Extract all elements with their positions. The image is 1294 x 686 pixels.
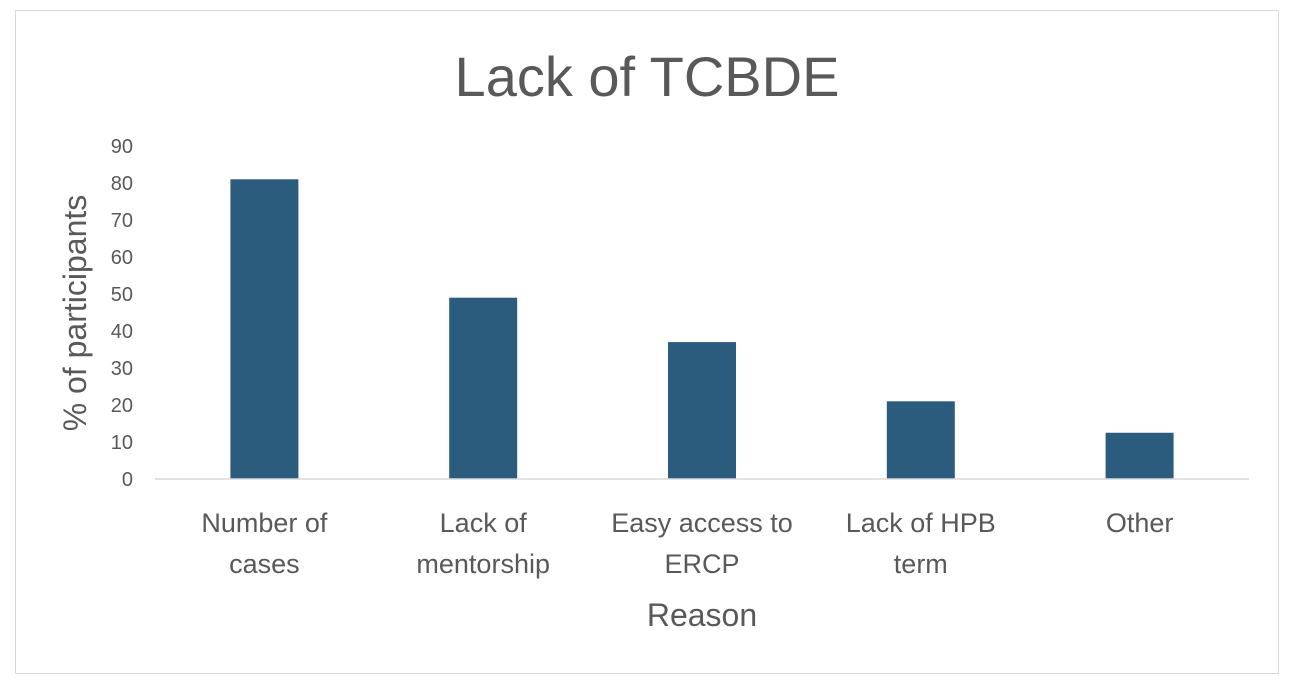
y-axis-title: % of participants <box>57 195 93 432</box>
bars <box>230 179 1174 480</box>
bar <box>449 297 518 479</box>
bar <box>668 342 736 479</box>
y-tick-label: 90 <box>111 136 133 158</box>
x-axis-title: Reason <box>647 597 757 633</box>
y-axis-ticks: 0 10 20 30 40 50 60 70 80 90 <box>111 136 133 491</box>
x-tick-label: Lack of HPB term <box>846 508 996 579</box>
x-tick-label: Easy access to ERCP <box>611 508 793 579</box>
y-tick-label: 60 <box>111 247 133 269</box>
chart-frame <box>15 10 1279 674</box>
bar <box>230 179 299 480</box>
y-tick-label: 10 <box>111 432 133 454</box>
y-tick-label: 20 <box>111 395 133 417</box>
bar <box>1105 432 1174 479</box>
chart-title: Lack of TCBDE <box>455 45 840 108</box>
x-tick-label: Other <box>1106 508 1174 538</box>
x-tick-label: Lack of mentorship <box>416 508 550 579</box>
y-tick-label: 0 <box>122 469 133 491</box>
y-tick-label: 80 <box>111 173 133 195</box>
y-tick-label: 40 <box>111 321 133 343</box>
y-tick-label: 30 <box>111 358 133 380</box>
y-tick-label: 70 <box>111 210 133 232</box>
y-tick-label: 50 <box>111 284 133 306</box>
bar <box>886 401 955 479</box>
x-tick-label: Number of cases <box>201 508 328 579</box>
x-axis-labels: Number of cases Lack of mentorship Easy acce… <box>201 508 1173 579</box>
